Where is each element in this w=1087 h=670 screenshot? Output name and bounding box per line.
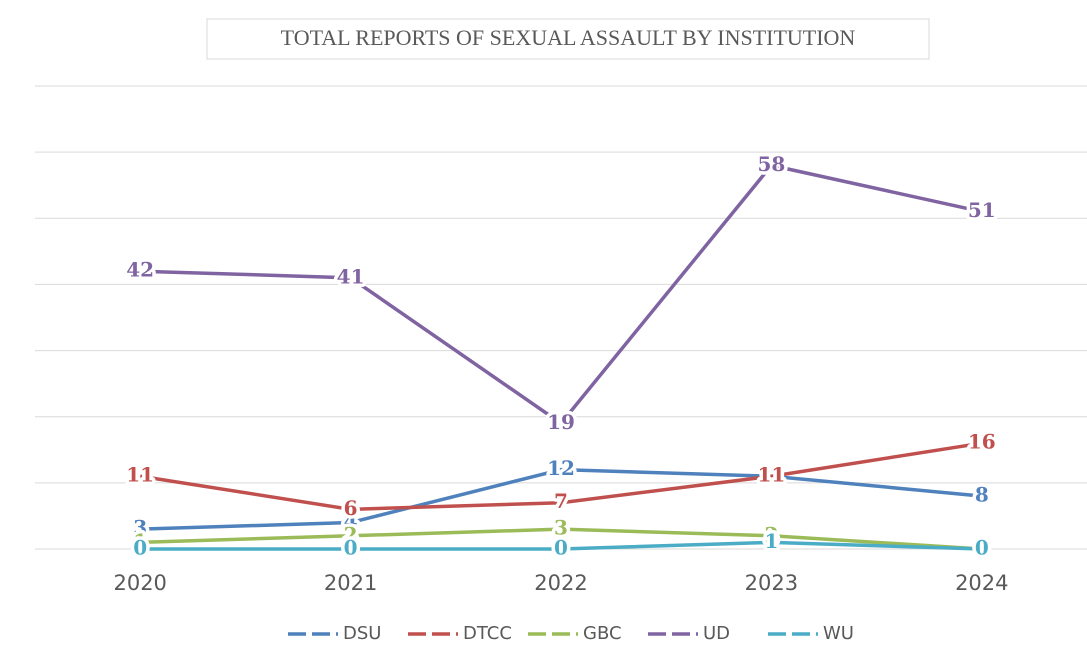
data-label: 11 (757, 463, 785, 487)
data-label: 3 (133, 516, 147, 540)
data-label: 2 (764, 522, 778, 546)
legend-label: DTCC (463, 623, 512, 644)
data-label: 11 (757, 463, 785, 487)
data-label: 0 (975, 536, 989, 560)
x-tick-label: 2023 (745, 571, 798, 595)
legend-label: WU (823, 623, 854, 644)
data-label: 0 (133, 536, 147, 560)
legend-label: UD (703, 623, 730, 644)
x-tick-label: 2024 (955, 571, 1008, 595)
legend-label: GBC (583, 623, 622, 644)
series-line (139, 441, 983, 512)
data-label: 2 (344, 522, 358, 546)
data-label: 6 (344, 496, 358, 520)
series-line (140, 163, 983, 426)
data-label: 8 (975, 483, 989, 507)
data-label: 1 (764, 529, 778, 553)
series-line (140, 540, 982, 551)
data-label: 3 (554, 516, 568, 540)
data-label: 0 (554, 536, 568, 560)
legend-label: DSU (343, 623, 381, 644)
series-line (140, 527, 982, 551)
data-label: 11 (126, 463, 154, 487)
title-box (206, 18, 930, 60)
data-label: 0 (975, 536, 989, 560)
data-label: 7 (554, 489, 568, 513)
data-label: 1 (133, 529, 147, 553)
data-label: 12 (547, 456, 575, 480)
data-label: 4 (344, 509, 358, 533)
x-tick-label: 2020 (113, 571, 166, 595)
x-tick-label: 2022 (534, 571, 587, 595)
chart-title: TOTAL REPORTS OF SEXUAL ASSAULT BY INSTI… (281, 25, 856, 50)
data-label: 51 (968, 198, 996, 222)
data-label: 41 (337, 264, 365, 288)
data-label: 42 (126, 258, 154, 282)
x-tick-label: 2021 (324, 571, 377, 595)
data-label: 16 (968, 430, 996, 454)
series-line (140, 467, 982, 531)
data-label: 19 (547, 410, 575, 434)
data-label: 0 (344, 536, 358, 560)
data-label: 58 (757, 152, 785, 176)
